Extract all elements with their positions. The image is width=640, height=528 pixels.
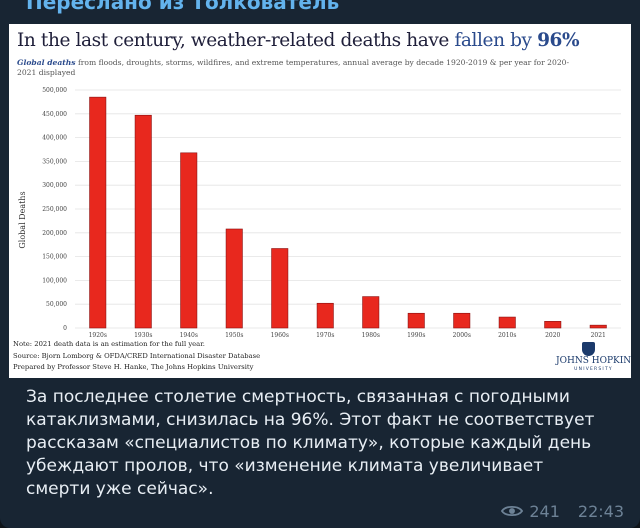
logo-name: JOHNS HOPKINS [556, 356, 631, 366]
x-tick-label: 1980s [362, 332, 380, 338]
chart-title-highlight: fallen by [454, 30, 538, 51]
y-tick-label: 400,000 [42, 135, 67, 142]
x-tick-label: 2010s [498, 332, 516, 338]
y-axis-label: Global Deaths [18, 191, 27, 248]
x-tick-label: 1920s [89, 332, 107, 338]
y-tick-label: 150,000 [42, 254, 67, 261]
y-tick-label: 300,000 [42, 182, 67, 189]
message-image[interactable]: In the last century, weather-related dea… [9, 24, 631, 378]
chart-title-percent: 96% [537, 30, 580, 51]
chart-title-main: In the last century, weather-related dea… [17, 30, 455, 51]
x-tick-label: 2000s [453, 332, 471, 338]
y-tick-label: 0 [63, 325, 67, 332]
bar-2020 [544, 321, 562, 329]
bar-1950s [225, 228, 243, 329]
message-text: За последнее столетие смертность, связан… [26, 387, 595, 499]
bar-1960s [271, 248, 289, 329]
logo-sub: UNIVERSITY [574, 367, 613, 372]
eye-icon [501, 505, 524, 517]
x-tick-label: 1990s [407, 332, 425, 338]
y-tick-label: 450,000 [42, 111, 67, 118]
x-tick-label: 1950s [225, 332, 243, 338]
chart-subtitle: Global deaths from floods, droughts, sto… [17, 58, 577, 78]
bar-1930s [134, 114, 152, 329]
bar-1980s [362, 296, 380, 329]
x-tick-label: 2020 [545, 332, 560, 338]
chart-note: Note: 2021 death data is an estimation f… [13, 340, 205, 348]
message-meta: 241 22:43 [501, 501, 624, 521]
jhu-logo: JOHNS HOPKINS UNIVERSITY [556, 342, 631, 374]
bar-1970s [316, 302, 334, 329]
x-tick-label: 1960s [271, 332, 289, 338]
chart-subtitle-rest: from floods, droughts, storms, wildfires… [17, 58, 570, 77]
chart-title: In the last century, weather-related dea… [17, 30, 627, 51]
bar-1990s [407, 312, 425, 329]
chart-subtitle-lead: Global deaths [17, 58, 76, 67]
y-tick-label: 200,000 [42, 230, 67, 237]
x-tick-label: 1940s [180, 332, 198, 338]
forwarded-from-label[interactable]: Переслано из Толкователь [26, 0, 340, 14]
bar-2000s [453, 312, 471, 329]
y-tick-label: 250,000 [42, 206, 67, 213]
bar-2021 [589, 324, 607, 329]
y-tick-label: 100,000 [42, 277, 67, 284]
bar-chart: 0 50,000 100,000 150,000 200,000 250,000 300,0… [18, 87, 621, 338]
bar-1920s [89, 96, 107, 329]
x-tick-label: 1970s [316, 332, 334, 338]
bar-2010s [498, 316, 516, 329]
chart-prepared-by: Prepared by Professor Steve H. Hanke, Th… [13, 363, 254, 371]
bar-1940s [180, 152, 198, 329]
y-tick-label: 500,000 [42, 87, 67, 94]
shield-icon [582, 342, 595, 356]
chart-source: Source: Bjorn Lomborg & OFDA/CRED Intern… [13, 352, 261, 360]
view-count: 241 [529, 501, 560, 521]
x-tick-label: 1930s [134, 332, 152, 338]
x-tick-label: 2021 [591, 332, 606, 338]
y-tick-label: 350,000 [42, 158, 67, 165]
y-tick-label: 50,000 [46, 301, 67, 308]
message-time: 22:43 [577, 501, 624, 521]
